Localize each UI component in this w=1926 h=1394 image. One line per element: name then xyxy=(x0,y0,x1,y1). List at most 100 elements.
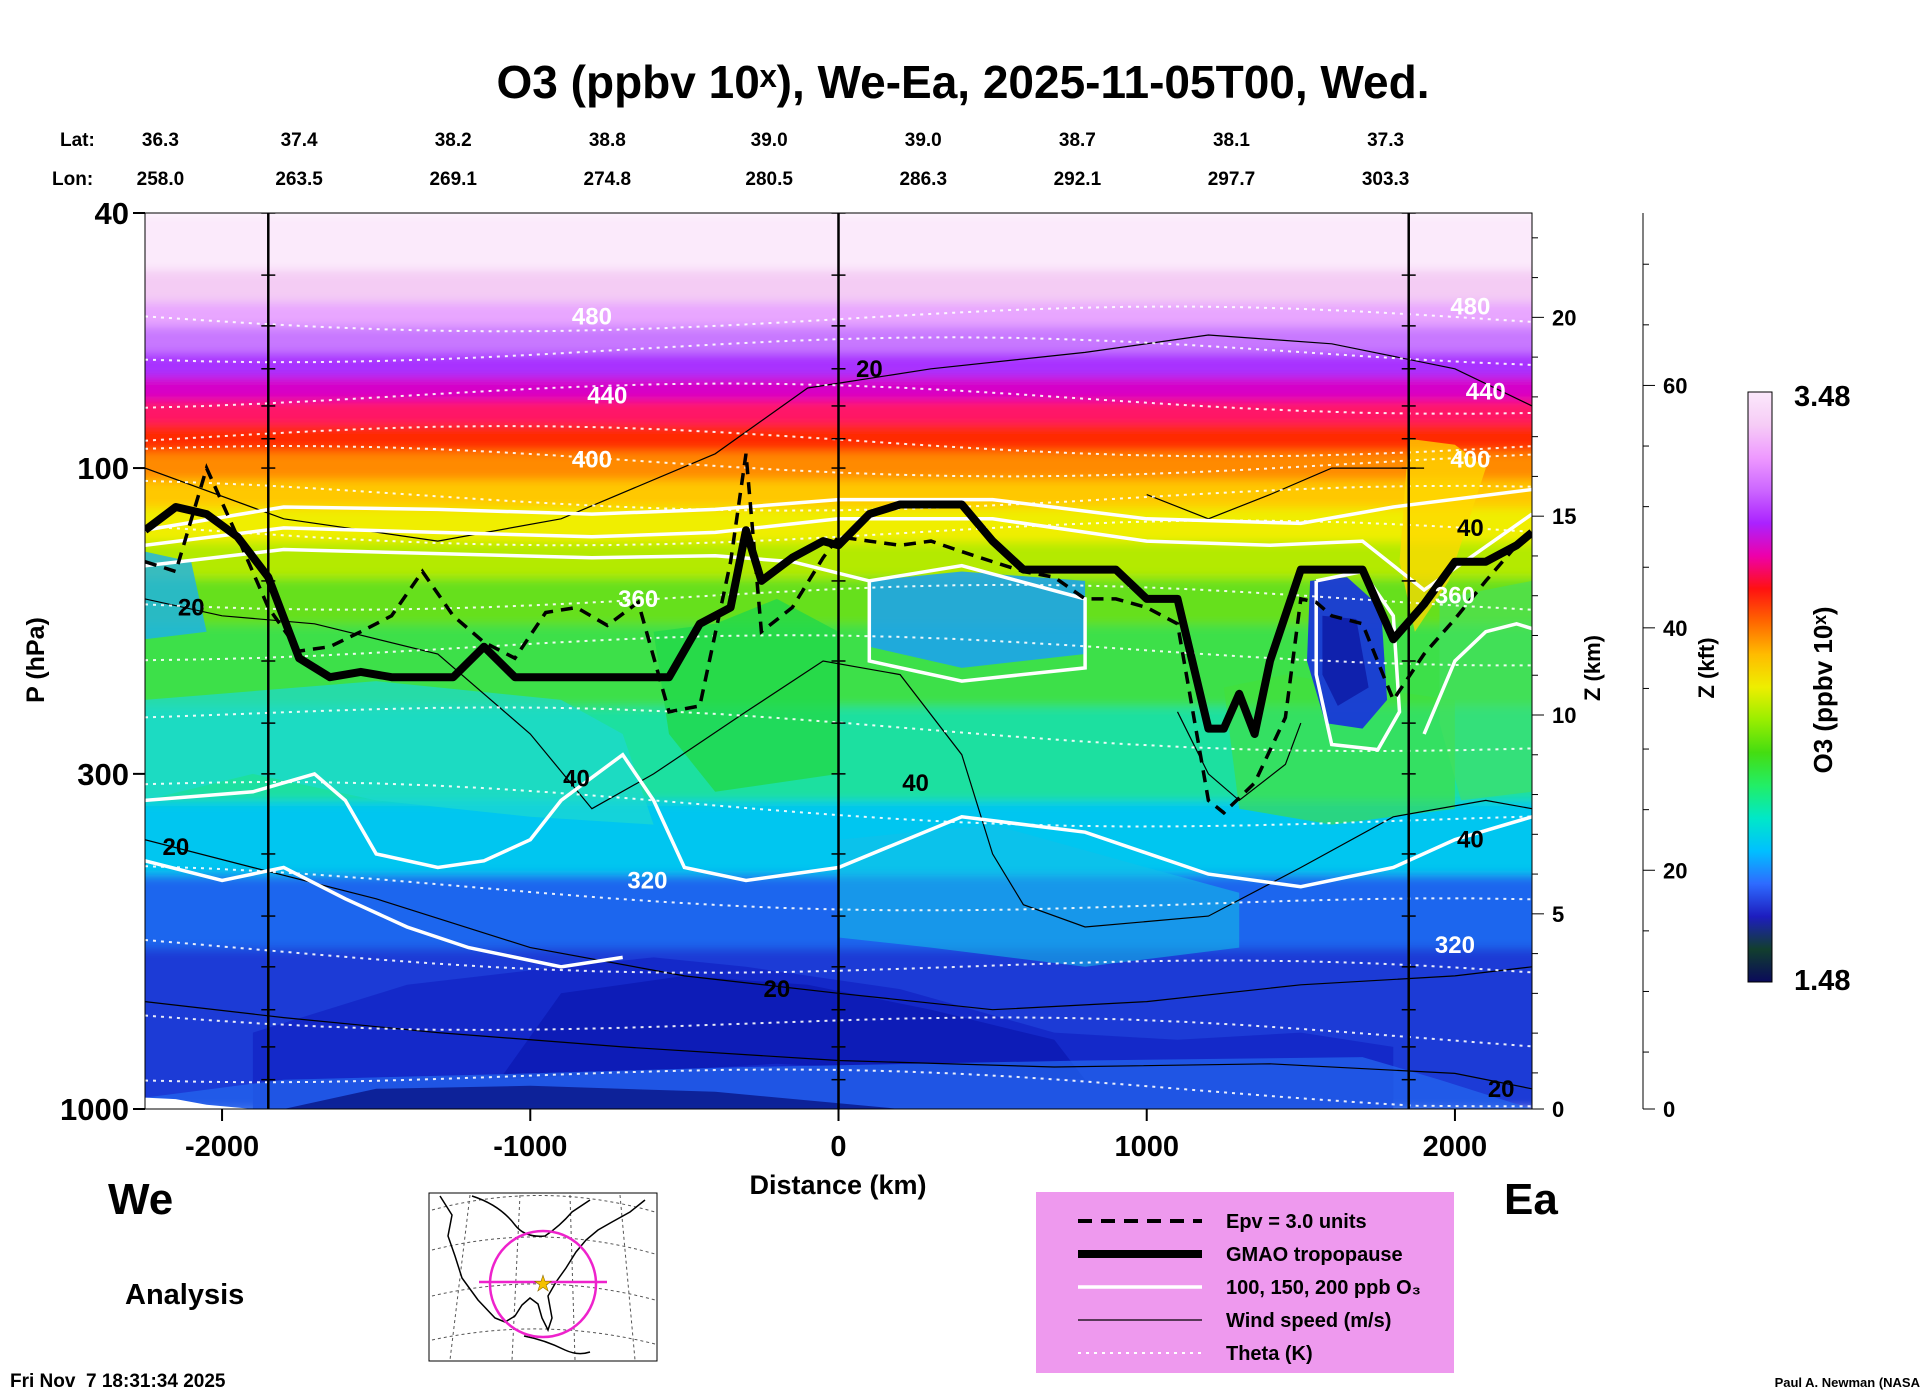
colorbar-min-label: 1.48 xyxy=(1794,965,1850,997)
lon-value: 280.5 xyxy=(745,169,793,190)
lon-value: 269.1 xyxy=(429,169,477,190)
legend-label: GMAO tropopause xyxy=(1226,1244,1403,1266)
z-kft-tick-label: 40 xyxy=(1663,616,1687,641)
y-tick-label: 100 xyxy=(77,451,129,486)
theta-label: 480 xyxy=(1450,294,1490,321)
x-axis: -2000 -1000 0 1000 2000 xyxy=(185,1109,1487,1163)
legend-label: Epv = 3.0 units xyxy=(1226,1211,1367,1233)
cyan-pocket-west xyxy=(145,681,654,825)
theta-label: 400 xyxy=(1450,447,1490,474)
theta-label: 480 xyxy=(572,303,612,330)
legend-label: Theta (K) xyxy=(1226,1343,1313,1365)
lat-value: 37.4 xyxy=(281,130,318,151)
green-east xyxy=(1223,674,1455,825)
theta-contours xyxy=(145,305,1532,1108)
lon-values: 258.0 263.5 269.1 274.8 280.5 286.3 292.1 297.7… xyxy=(137,169,1410,190)
vertical-marker-lines xyxy=(261,213,1416,1109)
wind-label: 20 xyxy=(856,356,883,383)
lon-value: 292.1 xyxy=(1054,169,1102,190)
domain-circle xyxy=(488,1229,598,1339)
wind-label: 20 xyxy=(178,594,205,621)
wind-label: 20 xyxy=(764,976,791,1003)
y-tick-label: 40 xyxy=(95,196,129,231)
lat-value: 38.2 xyxy=(435,130,472,151)
legend-label: 100, 150, 200 ppb O₃ xyxy=(1226,1277,1421,1299)
z-km-label: Z (km) xyxy=(1580,635,1605,701)
lon-value: 274.8 xyxy=(584,169,632,190)
colorbar-title: O3 (ppbv 10ˣ) xyxy=(1808,607,1838,774)
z-km-tick-label: 20 xyxy=(1552,305,1576,330)
plot-area: 480 440 400 360 320 480 440 400 360 320 20 20 40 40 20… xyxy=(145,213,1532,1109)
low-ozone-core xyxy=(499,975,1086,1080)
x-axis-label: Distance (km) xyxy=(749,1170,926,1200)
lat-values: 36.3 37.4 38.2 38.8 39.0 39.0 38.7 38.1 37.3 xyxy=(142,130,1404,151)
epv-line xyxy=(145,453,1518,816)
surface-dark xyxy=(283,1085,901,1109)
coastlines xyxy=(439,1195,646,1355)
lat-value: 36.3 xyxy=(142,130,179,151)
wind-contour xyxy=(145,334,1532,542)
o3-contour xyxy=(145,512,1532,593)
o3-contour xyxy=(1422,621,1532,735)
x-tick-label: 1000 xyxy=(1114,1131,1179,1163)
lat-value: 37.3 xyxy=(1367,130,1404,151)
colorbar xyxy=(1747,391,1773,983)
wind-contour xyxy=(145,598,1532,928)
chart-title: O3 (ppbv 10ˣ), We-Ea, 2025-11-05T00, Wed… xyxy=(497,56,1430,108)
theta-label: 320 xyxy=(627,867,667,894)
y-axis-pressure: 40 100 300 1000 xyxy=(60,196,145,1127)
cyan-west-edge xyxy=(145,551,207,640)
z-kft-tick-label: 20 xyxy=(1663,858,1687,883)
green-tongue xyxy=(653,598,839,792)
colorbar-max-label: 3.48 xyxy=(1794,381,1850,413)
lon-value: 263.5 xyxy=(275,169,323,190)
wind-contour xyxy=(1146,467,1425,520)
cyan-pocket-center xyxy=(838,824,1240,967)
tropopause-group xyxy=(145,500,1532,738)
east-green-column xyxy=(1439,580,1532,801)
o3-contour xyxy=(145,752,1532,889)
lon-value: 286.3 xyxy=(899,169,947,190)
z-kft-tick-label: 60 xyxy=(1663,373,1687,398)
legend: Epv = 3.0 units GMAO tropopause 100, 150, … xyxy=(1078,1211,1421,1365)
west-label: We xyxy=(108,1175,173,1224)
z-km-axis: 0 5 10 15 20 xyxy=(1531,213,1576,1122)
lon-value: 297.7 xyxy=(1208,169,1256,190)
lat-value: 39.0 xyxy=(751,130,788,151)
east-high-ozone xyxy=(1399,438,1486,632)
timestamp: Fri Nov 7 18:31:34 2025 xyxy=(10,1371,226,1392)
theta-label: 360 xyxy=(1435,582,1475,609)
map-graticule xyxy=(431,1194,656,1361)
center-star-icon: ★ xyxy=(533,1271,553,1296)
credit: Paul A. Newman (NASA xyxy=(1775,1375,1921,1390)
lat-value: 38.7 xyxy=(1059,130,1096,151)
wind-contour xyxy=(1176,711,1302,802)
legend-label: Wind speed (m/s) xyxy=(1226,1310,1391,1332)
z-kft-tick-label: 0 xyxy=(1663,1097,1675,1122)
theta-label: 360 xyxy=(618,586,658,613)
z-kft-axis: 0 20 40 60 xyxy=(1642,213,1687,1122)
o3-contour xyxy=(145,547,1087,683)
wind-label: 40 xyxy=(902,770,929,797)
z-km-tick-label: 0 xyxy=(1552,1097,1564,1122)
o3-contour xyxy=(145,859,623,969)
contour-labels: 480 440 400 360 320 480 440 400 360 320 20 20 40 40 20… xyxy=(162,294,1514,1103)
wind-label: 20 xyxy=(1488,1076,1515,1103)
theta-label: 440 xyxy=(587,382,627,409)
wind-label: 40 xyxy=(1457,827,1484,854)
wind-label: 20 xyxy=(162,834,189,861)
epv-group xyxy=(145,453,1518,816)
z-kft-label: Z (kft) xyxy=(1694,637,1719,698)
lat-value: 39.0 xyxy=(905,130,942,151)
lon-label: Lon: xyxy=(52,169,93,190)
y-tick-label: 1000 xyxy=(60,1092,129,1127)
theta-contour xyxy=(145,939,1532,974)
lon-value: 303.3 xyxy=(1362,169,1410,190)
cyan-upper-center xyxy=(869,571,1086,668)
theta-label: 320 xyxy=(1435,932,1475,959)
wind-label: 40 xyxy=(563,765,590,792)
z-km-tick-label: 10 xyxy=(1552,703,1576,728)
z-km-tick-label: 15 xyxy=(1552,504,1576,529)
y-tick-label: 300 xyxy=(77,757,129,792)
